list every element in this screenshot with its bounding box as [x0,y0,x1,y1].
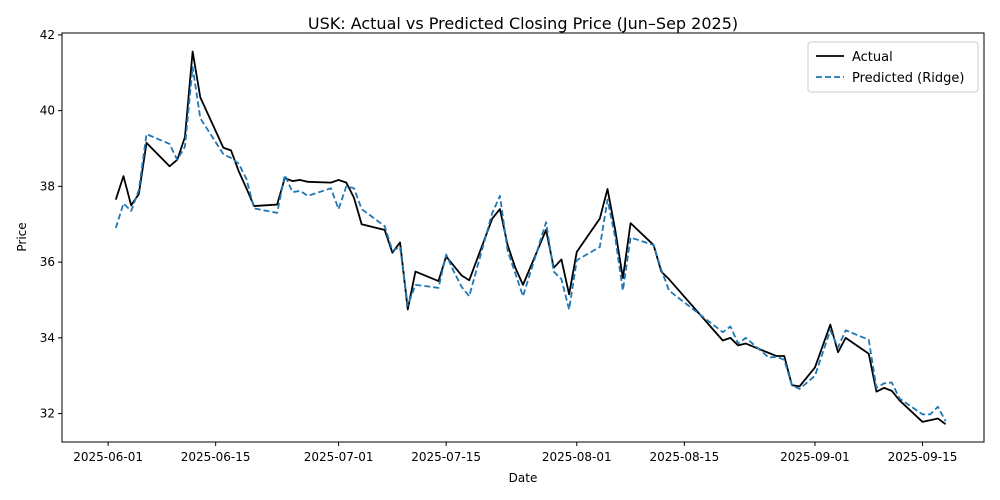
x-tick-label: 2025-08-01 [542,450,612,464]
legend-frame [807,41,979,93]
legend: Actual Predicted (Ridge) [807,41,979,93]
y-tick-label: 34 [40,331,55,345]
series-line-actual [114,50,947,425]
x-axis: 2025-06-01 2025-06-15 2025-07-01 2025-07-15… [73,442,957,464]
series-line-predicted [114,66,947,422]
series-layer [114,50,947,425]
y-tick-label: 38 [40,179,55,193]
x-tick-label: 2025-06-01 [73,450,143,464]
x-tick-label: 2025-07-01 [304,450,374,464]
y-axis: 32 34 36 38 40 42 [40,28,62,421]
y-tick-label: 40 [40,104,55,118]
x-tick-label: 2025-06-15 [181,450,251,464]
y-tick-label: 42 [40,28,55,42]
x-tick-label: 2025-09-01 [780,450,850,464]
y-axis-title: Price [15,222,29,251]
x-tick-label: 2025-08-15 [649,450,719,464]
x-axis-title: Date [509,471,538,485]
y-tick-label: 36 [40,255,55,269]
y-tick-label: 32 [40,407,55,421]
legend-label-actual: Actual [852,50,893,65]
x-tick-label: 2025-09-15 [888,450,958,464]
x-tick-label: 2025-07-15 [411,450,481,464]
chart-title: USK: Actual vs Predicted Closing Price (… [308,14,738,33]
plot-frame [61,32,985,443]
legend-label-predicted: Predicted (Ridge) [852,71,964,86]
